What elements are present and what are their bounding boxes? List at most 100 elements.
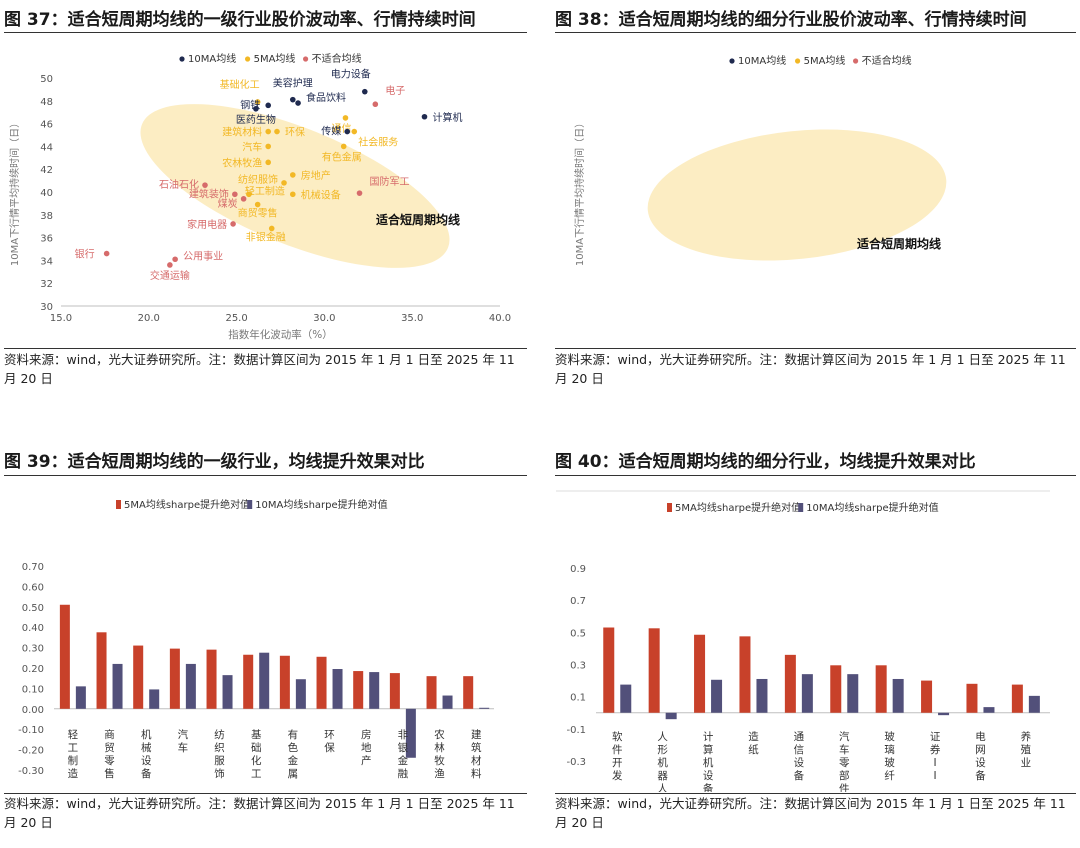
source-note-2: 资料来源：wind，光大证券研究所。注：数据计算区间为 2015 年 1 月 1… xyxy=(555,352,1066,386)
y-tick-label: 0.10 xyxy=(22,684,44,695)
data-point xyxy=(254,99,261,105)
data-point xyxy=(103,250,110,257)
x-tick-label: 玻璃玻纤 xyxy=(884,730,895,782)
legend-label: 5MA均线 xyxy=(254,52,296,65)
source-rule-1 xyxy=(4,348,527,349)
bar xyxy=(222,675,233,709)
bar xyxy=(1011,684,1023,713)
point-label: 汽车 xyxy=(242,140,262,153)
legend-label: 10MA均线sharpe提升绝对值 xyxy=(806,501,938,514)
x-tick-label: 30.0 xyxy=(313,313,335,324)
point-label: 商贸零售 xyxy=(238,207,278,220)
x-tick-label: 汽车零部件 xyxy=(839,730,850,792)
bar xyxy=(830,665,842,713)
x-tick-label: 电网设备 xyxy=(975,730,986,782)
bar xyxy=(295,679,306,709)
point-label: 通信 xyxy=(331,123,351,135)
bar xyxy=(133,645,144,709)
bar xyxy=(756,678,768,713)
y-tick-label: 0.30 xyxy=(22,644,44,655)
bar xyxy=(463,676,474,709)
data-point xyxy=(351,128,358,135)
bar xyxy=(75,686,86,709)
x-tick-label: 软件开发 xyxy=(612,730,623,782)
x-tick-label: 20.0 xyxy=(138,313,160,324)
x-tick-label: 证券 I I xyxy=(930,731,941,782)
x-tick-label: 机械设备 xyxy=(141,728,152,780)
data-point xyxy=(265,128,272,135)
bar xyxy=(784,654,796,713)
point-label: 银行 xyxy=(75,248,95,261)
legend-label: 10MA均线sharpe提升绝对值 xyxy=(255,498,387,511)
legend-label: 10MA均线 xyxy=(188,52,236,65)
y-tick-label: 0.70 xyxy=(22,562,44,573)
bar xyxy=(96,632,107,709)
ellipse-annotation: 适合短周期均线 xyxy=(376,212,460,227)
point-label: 基础化工 xyxy=(220,78,260,91)
point-label: 建筑装饰 xyxy=(189,187,229,200)
data-point xyxy=(246,191,252,198)
data-point xyxy=(289,191,296,198)
bar xyxy=(112,663,123,709)
source-rule-3 xyxy=(4,793,527,794)
data-point xyxy=(253,105,259,112)
point-label: 房地产 xyxy=(301,169,331,182)
title-rule-4 xyxy=(555,475,1076,476)
title-rule-2 xyxy=(555,32,1076,33)
data-point xyxy=(356,190,363,196)
data-point xyxy=(265,102,272,109)
legend-marker xyxy=(798,503,804,512)
data-point xyxy=(232,191,238,198)
legend-label: 5MA均线sharpe提升绝对值 xyxy=(124,498,250,511)
point-label: 农林牧渔 xyxy=(222,156,262,169)
legend-marker xyxy=(245,56,251,62)
y-tick-label: 32 xyxy=(40,279,53,290)
bar xyxy=(665,712,677,720)
y-tick-label: 30 xyxy=(40,302,53,313)
legend-marker xyxy=(303,56,309,62)
bar xyxy=(966,683,978,713)
title-rule-3 xyxy=(4,475,527,476)
data-point xyxy=(265,143,272,150)
y-tick-label: 36 xyxy=(40,234,53,245)
legend-marker xyxy=(179,56,185,62)
y-tick-label: 38 xyxy=(40,211,53,222)
y-tick-label: 34 xyxy=(40,256,53,267)
bar xyxy=(169,648,180,709)
y-tick-label: 0.9 xyxy=(570,564,586,575)
bar xyxy=(479,707,490,709)
point-label: 非银金融 xyxy=(246,230,286,243)
bar xyxy=(801,674,813,713)
data-point xyxy=(265,159,272,166)
y-tick-label: 0.60 xyxy=(22,582,44,593)
legend-marker xyxy=(247,500,253,509)
y-tick-label: 0.40 xyxy=(22,623,44,634)
bar xyxy=(620,684,632,713)
y-tick-label: 0.00 xyxy=(22,705,44,716)
title-rule-1 xyxy=(4,32,527,33)
x-tick-label: 基础化工 xyxy=(251,728,262,780)
bar xyxy=(875,665,887,713)
bar xyxy=(603,627,615,713)
point-label: 电力设备 xyxy=(331,68,371,81)
y-tick-label: 0.3 xyxy=(570,661,586,672)
x-tick-label: 环保 xyxy=(324,729,335,754)
data-point xyxy=(372,101,379,108)
point-label: 传媒 xyxy=(321,126,341,138)
bar xyxy=(353,671,364,709)
legend-marker xyxy=(795,58,801,64)
x-tick-label: 计算机设备 xyxy=(703,730,714,792)
point-label: 环保 xyxy=(285,126,305,139)
data-point xyxy=(421,113,428,120)
legend-label: 不适合均线 xyxy=(312,52,362,65)
source-note-4: 资料来源：wind，光大证券研究所。注：数据计算区间为 2015 年 1 月 1… xyxy=(555,796,1066,830)
data-point xyxy=(295,100,301,106)
legend-marker xyxy=(729,58,735,64)
y-tick-label: 0.1 xyxy=(570,693,586,704)
bar xyxy=(206,649,217,709)
bar xyxy=(442,695,453,709)
ellipse-annotation: 适合短周期均线 xyxy=(857,236,941,251)
bar xyxy=(316,656,327,709)
bar xyxy=(938,712,950,716)
point-label: 食品饮料 xyxy=(306,91,346,104)
